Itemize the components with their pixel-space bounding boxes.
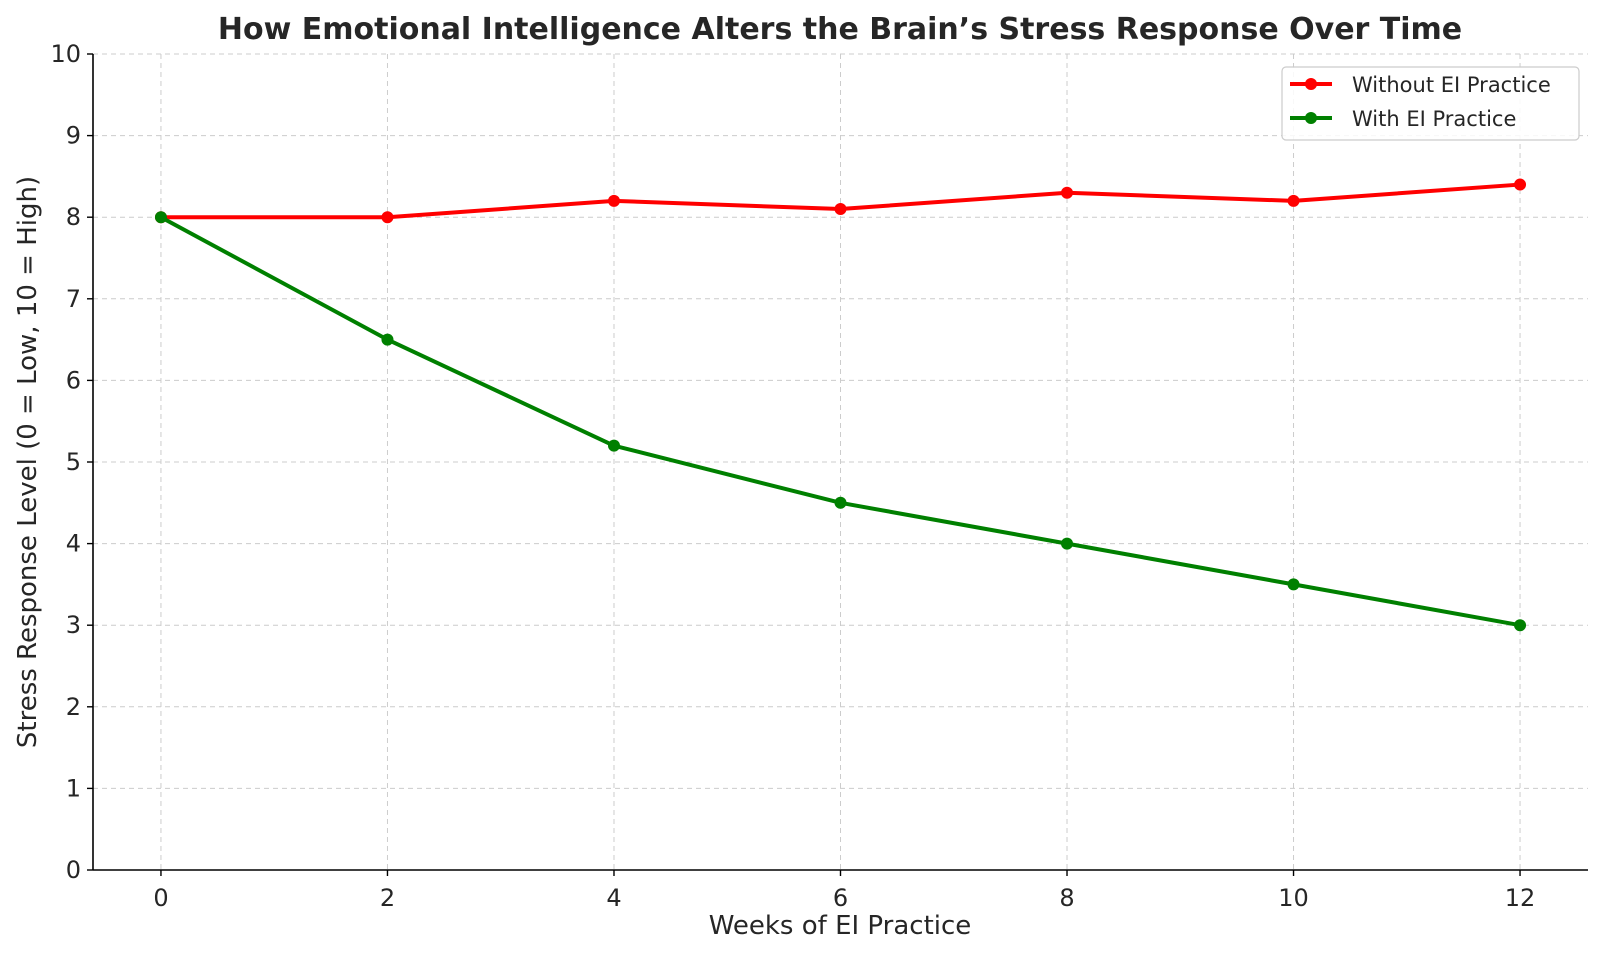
legend-box [1281, 66, 1580, 141]
y-tick-label: 10 [50, 40, 81, 68]
data-point [1514, 619, 1527, 632]
y-tick-label: 5 [66, 448, 81, 476]
data-point [607, 439, 620, 452]
data-point [381, 333, 394, 346]
series-line [158, 215, 1523, 628]
legend-entry: With EI Practice [1290, 107, 1516, 131]
data-point [607, 194, 620, 207]
grid [93, 53, 1588, 871]
x-tick-label: 2 [380, 884, 395, 912]
legend-label: Without EI Practice [1352, 73, 1551, 97]
data-point [1061, 537, 1074, 550]
y-tick-label: 3 [66, 611, 81, 639]
chart-title: How Emotional Intelligence Alters the Br… [218, 12, 1462, 47]
y-tick-label: 7 [66, 285, 81, 313]
data-point [381, 211, 394, 224]
legend-label: With EI Practice [1352, 107, 1516, 131]
data-point [154, 211, 167, 224]
y-tick-label: 8 [66, 203, 81, 231]
legend-swatch-marker [1305, 112, 1317, 124]
y-axis-label: Stress Response Level (0 = Low, 10 = Hig… [13, 176, 43, 748]
y-tick-label: 6 [66, 366, 81, 394]
data-point [1514, 178, 1527, 191]
data-point [834, 203, 847, 216]
legend-swatch-marker [1305, 78, 1317, 90]
series-layer [154, 178, 1527, 632]
x-tick-label: 12 [1505, 884, 1536, 912]
x-tick-label: 10 [1278, 884, 1309, 912]
y-tick-label: 4 [66, 530, 81, 558]
x-tick-label: 6 [833, 884, 848, 912]
data-point [1287, 194, 1300, 207]
data-point [1287, 578, 1300, 591]
y-tick-label: 2 [66, 693, 81, 721]
legend: Without EI Practice With EI Practice [1281, 66, 1580, 141]
y-tick-label: 0 [66, 856, 81, 884]
y-ticks: 0 1 2 3 4 5 6 7 8 9 10 [50, 40, 93, 884]
legend-entries: Without EI Practice With EI Practice [1290, 73, 1551, 131]
x-tick-label: 0 [153, 884, 168, 912]
series-1 [154, 211, 1527, 632]
x-tick-label: 4 [606, 884, 621, 912]
y-tick-label: 1 [66, 774, 81, 802]
data-point [834, 496, 847, 509]
data-point [1061, 186, 1074, 199]
x-tick-label: 8 [1059, 884, 1074, 912]
x-ticks: 0 2 4 6 8 10 12 [153, 870, 1535, 912]
legend-entry: Without EI Practice [1290, 73, 1551, 97]
x-axis-label: Weeks of EI Practice [709, 911, 972, 941]
y-tick-label: 9 [66, 122, 81, 150]
